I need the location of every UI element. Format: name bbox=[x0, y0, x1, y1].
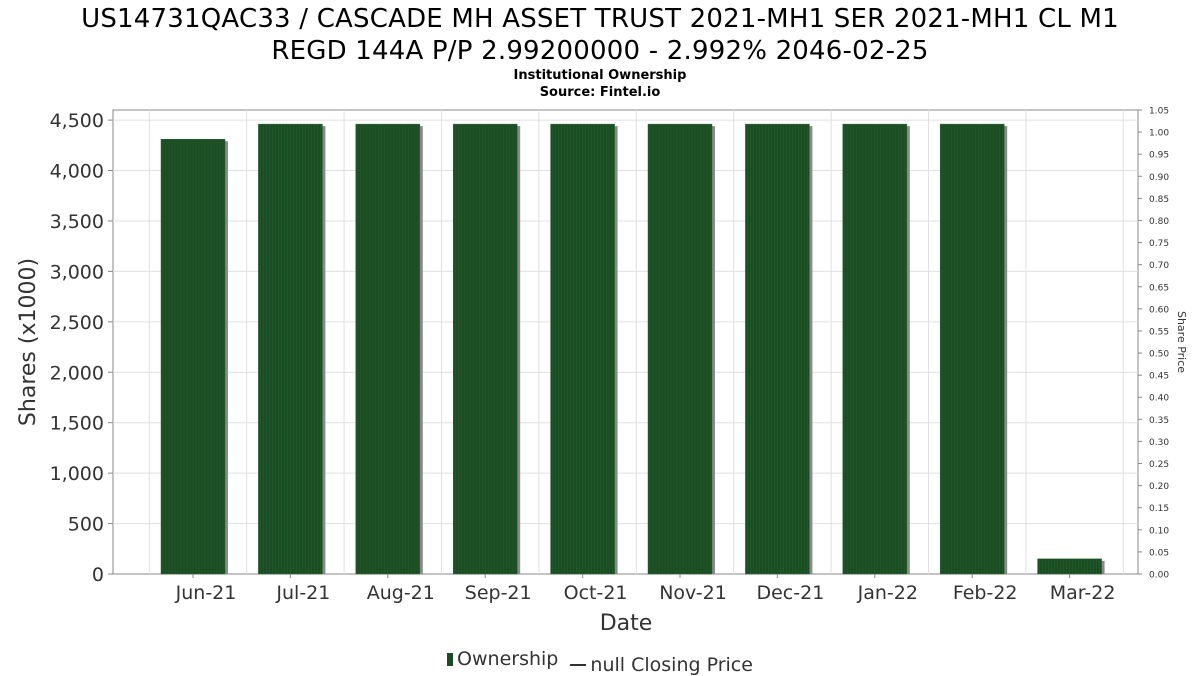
x-tick-label: Jun-21 bbox=[175, 582, 237, 604]
legend-label-closing-price: null Closing Price bbox=[590, 653, 753, 676]
y2-tick-label: 0.80 bbox=[1149, 217, 1169, 227]
x-tick-label: Sep-21 bbox=[465, 582, 532, 604]
y2-tick-label: 0.60 bbox=[1149, 305, 1169, 315]
y2-tick-label: 0.15 bbox=[1149, 504, 1169, 514]
y2-tick-label: 0.35 bbox=[1149, 416, 1169, 426]
y2-tick-label: 0.85 bbox=[1149, 195, 1169, 205]
x-tick-label: Jan-22 bbox=[857, 582, 918, 604]
x-tick-label: Jul-21 bbox=[275, 582, 330, 604]
y2-axis-title: Share Price bbox=[1175, 311, 1188, 373]
y2-tick-label: 0.55 bbox=[1149, 327, 1169, 337]
x-tick-label: Dec-21 bbox=[756, 582, 824, 604]
chart-title-line-2: REGD 144A P/P 2.99200000 - 2.992% 2046-0… bbox=[271, 36, 929, 66]
y-tick-label: 3,000 bbox=[50, 261, 104, 283]
y2-tick-label: 0.00 bbox=[1149, 571, 1169, 581]
y-tick-label: 4,000 bbox=[50, 161, 104, 183]
y2-tick-label: 0.65 bbox=[1149, 283, 1169, 293]
closing-price-swatch bbox=[570, 663, 587, 666]
y-tick-label: 0 bbox=[92, 564, 104, 586]
x-tick-label: Mar-22 bbox=[1050, 582, 1116, 604]
y-tick-label: 2,500 bbox=[50, 312, 104, 334]
y2-tick-label: 0.75 bbox=[1149, 239, 1169, 249]
y2-tick-label: 0.40 bbox=[1149, 394, 1169, 404]
y2-tick-label: 0.90 bbox=[1149, 173, 1169, 183]
y-tick-label: 2,000 bbox=[50, 362, 104, 384]
y-tick-label: 500 bbox=[68, 514, 104, 536]
chart-title-line-1: US14731QAC33 / CASCADE MH ASSET TRUST 20… bbox=[81, 4, 1119, 34]
y2-tick-label: 0.25 bbox=[1149, 460, 1169, 470]
x-tick-label: Aug-21 bbox=[367, 582, 435, 604]
x-tick-label: Oct-21 bbox=[564, 582, 628, 604]
x-tick-label: Nov-21 bbox=[659, 582, 727, 604]
y-tick-label: 4,500 bbox=[50, 110, 104, 132]
x-axis-title: Date bbox=[600, 611, 653, 636]
y2-tick-label: 0.50 bbox=[1149, 350, 1169, 360]
y2-tick-label: 0.30 bbox=[1149, 438, 1169, 448]
y2-tick-label: 1.05 bbox=[1149, 107, 1169, 117]
legend-item-ownership: Ownership bbox=[447, 648, 558, 670]
legend-item-closing-price: null Closing Price bbox=[564, 654, 753, 676]
legend-label-ownership: Ownership bbox=[457, 648, 559, 670]
y-axis-title: Shares (x1000) bbox=[16, 258, 41, 426]
y2-tick-label: 0.95 bbox=[1149, 151, 1169, 161]
chart-source: Source: Fintel.io bbox=[539, 85, 661, 100]
x-tick-label: Feb-22 bbox=[953, 582, 1018, 604]
ownership-swatch bbox=[447, 652, 454, 666]
y-tick-label: 1,000 bbox=[50, 463, 104, 485]
y-tick-label: 1,500 bbox=[50, 413, 104, 435]
y2-tick-label: 0.70 bbox=[1149, 261, 1169, 271]
legend: Ownership null Closing Price bbox=[0, 648, 1200, 676]
y2-tick-label: 0.45 bbox=[1149, 372, 1169, 382]
y2-tick-label: 0.10 bbox=[1149, 526, 1169, 536]
chart-subtitle: Institutional Ownership bbox=[513, 68, 687, 83]
y2-tick-label: 1.00 bbox=[1149, 129, 1169, 139]
y2-tick-label: 0.05 bbox=[1149, 548, 1169, 558]
y2-tick-label: 0.20 bbox=[1149, 482, 1169, 492]
y-tick-label: 3,500 bbox=[50, 211, 104, 233]
